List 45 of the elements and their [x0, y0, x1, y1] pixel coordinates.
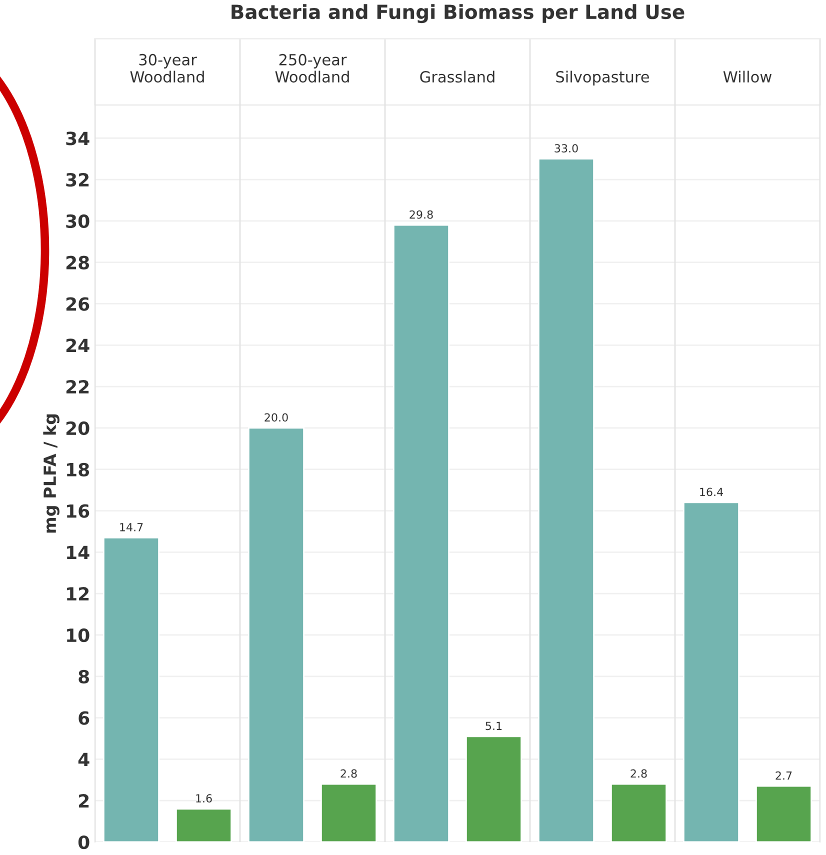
x-tick-label: Grassland — [420, 70, 494, 83]
y-tick-label: 8 — [78, 670, 90, 684]
y-tick-label: 24 — [66, 338, 90, 352]
x-tick-label: Silvopasture — [556, 70, 649, 86]
bar — [610, 783, 667, 842]
data-label: 2.8 — [630, 769, 647, 778]
data-label: 29.8 — [410, 210, 433, 219]
data-label: 33.0 — [554, 144, 578, 153]
y-tick-label: 34 — [66, 132, 90, 146]
y-tick-label: 18 — [67, 462, 90, 476]
y-tick-label: 16 — [67, 504, 90, 518]
y-tick-label: 28 — [66, 256, 90, 270]
y-tick-label: 14 — [67, 546, 90, 560]
data-label: 20.0 — [264, 413, 288, 422]
y-tick-label: 4 — [78, 752, 90, 766]
bar — [393, 224, 450, 842]
data-label: 2.8 — [340, 769, 357, 778]
data-label: 14.7 — [120, 523, 143, 532]
y-tick-label: 2 — [79, 794, 89, 808]
x-tick-label: 250-year Woodland — [275, 54, 349, 83]
bar — [320, 783, 377, 842]
y-tick-label: 12 — [67, 587, 89, 600]
y-tick-label: 30 — [66, 214, 90, 228]
bar — [176, 808, 232, 842]
data-label: 5.1 — [486, 722, 502, 730]
y-tick-label: 32 — [66, 172, 89, 187]
x-tick-label: Willow — [723, 70, 772, 83]
data-label: 2.7 — [776, 771, 792, 780]
bar — [466, 736, 522, 842]
data-label: 1.6 — [196, 794, 212, 803]
x-tick-label: 30-year Woodland — [130, 54, 204, 83]
y-tick-label: 22 — [66, 380, 89, 394]
bar — [756, 785, 812, 842]
data-label: 16.4 — [700, 488, 723, 496]
y-axis-title: mg PLFA / kg — [43, 414, 60, 533]
y-tick-label: 20 — [66, 421, 90, 436]
y-tick-label: 10 — [67, 628, 90, 642]
bar — [683, 502, 740, 842]
y-tick-label: 0 — [78, 835, 90, 850]
chart-title: Bacteria and Fungi Biomass per Land Use — [232, 4, 684, 24]
bar — [538, 158, 594, 842]
y-tick-label: 6 — [78, 711, 90, 725]
bar — [103, 536, 160, 842]
y-tick-label: 26 — [66, 297, 90, 311]
bar — [248, 427, 304, 842]
